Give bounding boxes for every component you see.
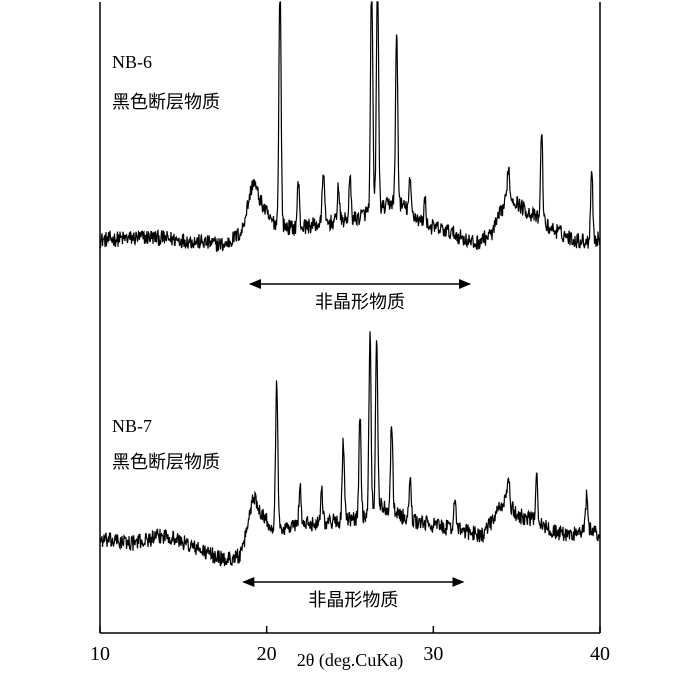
x-tick-label: 20 bbox=[257, 643, 277, 665]
series-line-nb7 bbox=[99, 331, 601, 567]
amorphous-label-nb6: 非晶形物质 bbox=[315, 292, 405, 313]
x-axis-ticks bbox=[99, 626, 601, 633]
x-tick-label: 10 bbox=[90, 643, 110, 665]
series-line-nb6 bbox=[99, 1, 601, 252]
series-name-nb6: NB-6 bbox=[112, 52, 152, 72]
series-desc-nb6: 黑色断层物质 bbox=[112, 92, 220, 113]
x-axis-tick-labels: 10 20 30 40 bbox=[90, 643, 610, 665]
series-name-nb7: NB-7 bbox=[112, 416, 152, 436]
x-tick-label: 40 bbox=[590, 643, 610, 665]
x-tick-label: 30 bbox=[423, 643, 443, 665]
amorphous-label-nb7: 非晶形物质 bbox=[308, 590, 398, 611]
x-axis-title: 2θ (deg.CuKa) bbox=[297, 650, 404, 671]
series-desc-nb7: 黑色断层物质 bbox=[112, 452, 220, 473]
